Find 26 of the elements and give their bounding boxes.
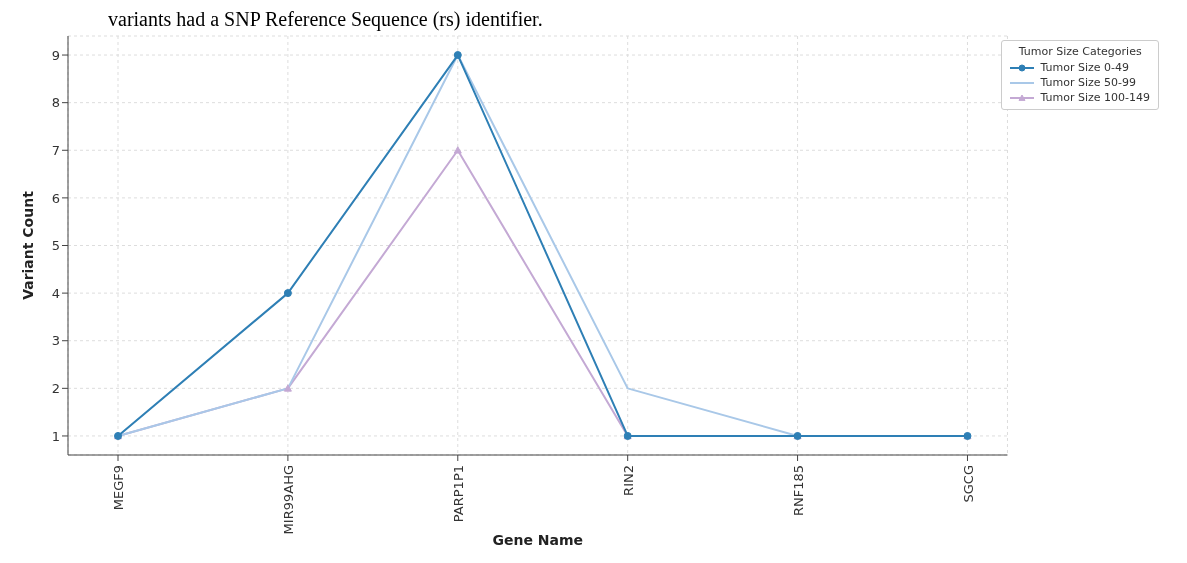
point	[283, 384, 292, 392]
legend-label: Tumor Size 100-149	[1040, 90, 1150, 105]
legend-title: Tumor Size Categories	[1017, 45, 1143, 58]
point	[453, 146, 462, 154]
point	[283, 289, 292, 298]
y-tick-label: 7	[51, 142, 60, 158]
y-tick-label: 1	[51, 428, 60, 444]
y-tick-label: 8	[51, 95, 60, 111]
y-tick-label: 4	[51, 285, 60, 301]
x-tick-label: PARP1P1	[451, 465, 467, 523]
y-tick-label: 6	[51, 190, 60, 206]
y-axis-title: Variant Count	[19, 190, 36, 300]
x-tick-label: RIN2	[620, 465, 636, 496]
legend-label: Tumor Size 50-99	[1040, 75, 1136, 90]
y-tick-label: 3	[51, 333, 60, 349]
x-axis-title: Gene Name	[492, 532, 584, 548]
y-tick-label: 5	[51, 238, 60, 254]
text: variants had a SNP Reference Sequence (rs) identifier.	[107, 8, 544, 30]
x-tick-label: MEGF9	[111, 465, 127, 511]
y-tick-label: 2	[51, 380, 60, 396]
legend-label: Tumor Size 0-49	[1040, 60, 1129, 75]
x-tick-label: SGCG	[960, 465, 976, 503]
x-tick-label: MIR99AHG	[281, 465, 297, 535]
y-tick-label: 9	[51, 47, 60, 63]
x-tick-label: RNF185	[790, 465, 806, 517]
point	[453, 51, 462, 60]
